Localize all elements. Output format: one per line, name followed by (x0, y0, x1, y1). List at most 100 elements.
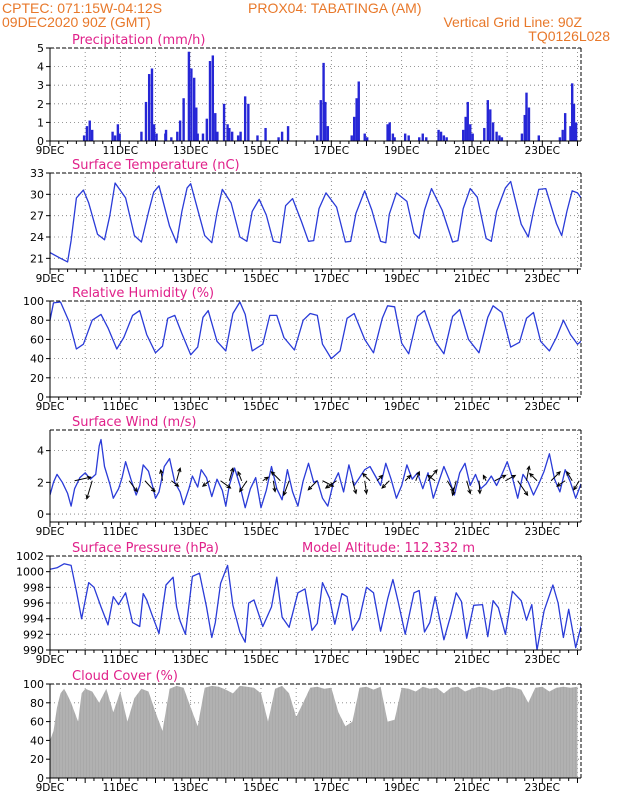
precip-bar (192, 77, 196, 141)
x-tick-label: 11DEC (103, 401, 138, 413)
panel-title: Cloud Cover (%) (72, 669, 178, 684)
wind-vector (86, 480, 93, 499)
x-tick-label: 9DEC (36, 145, 65, 157)
wind-vector-head (477, 489, 482, 495)
wind-vector-head (416, 470, 421, 476)
y-tick-label: 998 (23, 581, 44, 594)
wind-vector (505, 474, 516, 482)
precip-bar (140, 131, 143, 141)
x-tick-label: 19DEC (384, 654, 419, 666)
precip-bar (319, 100, 322, 141)
x-tick-label: 11DEC (103, 782, 138, 794)
wind-vector (550, 471, 561, 482)
precip-bar (226, 124, 229, 141)
precip-bar (491, 122, 495, 141)
y-tick-label: 20 (30, 753, 44, 766)
x-tick-label: 19DEC (384, 401, 419, 413)
wind-vector (283, 480, 290, 496)
y-tick-label: 100 (23, 295, 44, 308)
precip-bar (277, 137, 280, 141)
wind-vector-head (177, 467, 182, 473)
wind-vector (351, 480, 357, 494)
wind-vector (446, 480, 455, 492)
x-tick-label: 19DEC (384, 782, 419, 794)
x-tick-label: 21DEC (454, 145, 489, 157)
precip-bar (88, 120, 91, 141)
x-tick-label: 11DEC (103, 526, 138, 538)
y-tick-label: 4 (37, 61, 44, 74)
wind-vector (220, 480, 231, 489)
precip-bar (170, 137, 173, 141)
x-tick-label: 15DEC (243, 145, 278, 157)
y-tick-label: 27 (30, 210, 44, 223)
x-tick-label: 21DEC (454, 401, 489, 413)
precip-bar (286, 126, 290, 141)
wind-vector-head (264, 476, 270, 481)
wind-vector-head (361, 472, 367, 478)
x-tick-label: 23DEC (525, 782, 560, 794)
precip-bar (230, 131, 234, 141)
y-tick-label: 40 (30, 353, 44, 366)
precip-bar (187, 51, 191, 141)
precip-bar (418, 137, 421, 141)
panel-4: 0 2 4 9DEC 11DEC 13DEC 15DEC 17DEC 19DEC 21DEC 23D… (36, 415, 582, 538)
x-tick-label: 17DEC (314, 401, 349, 413)
series-line (50, 180, 581, 263)
precip-bar (461, 129, 465, 141)
precip-bar (216, 131, 219, 141)
panel-3: 0 20 40 60 80 100 9DEC 11DEC 13DEC 15DEC 17DEC 19DE… (23, 286, 582, 413)
precip-bar (386, 124, 389, 141)
wind-vector (452, 480, 457, 496)
wind-vector (478, 480, 481, 494)
precip-bar (520, 133, 524, 141)
precip-bar (113, 135, 117, 141)
wind-vector (160, 469, 164, 481)
precip-bar (144, 101, 148, 141)
model-id: TQ0126L028 (528, 28, 610, 44)
wind-vector (494, 474, 506, 482)
y-tick-label: 0 (37, 508, 44, 521)
precip-bar (495, 131, 498, 141)
wind-vector (74, 476, 91, 482)
precip-bar (558, 137, 562, 141)
precip-bar (85, 126, 89, 141)
x-tick-label: 19DEC (384, 526, 419, 538)
x-tick-label: 17DEC (314, 654, 349, 666)
x-tick-label: 17DEC (314, 145, 349, 157)
x-tick-label: 17DEC (314, 273, 349, 285)
wind-vector (228, 468, 234, 481)
precip-bar (486, 100, 490, 141)
wind-vector-head (523, 491, 529, 497)
wind-vector-head (566, 470, 571, 476)
wind-vector-head (406, 474, 412, 480)
precip-bar (574, 122, 578, 141)
x-tick-label: 15DEC (243, 782, 278, 794)
y-tick-label: 60 (30, 716, 44, 729)
x-tick-label: 21DEC (454, 782, 489, 794)
x-tick-label: 19DEC (384, 145, 419, 157)
y-tick-label: 4 (37, 445, 44, 458)
precip-bar (256, 135, 259, 141)
precip-bar (500, 137, 504, 141)
x-tick-label: 9DEC (36, 782, 65, 794)
wind-vector-head (324, 484, 330, 489)
wind-vector-head (86, 475, 92, 480)
y-tick-label: 0 (37, 772, 44, 785)
wind-vector (171, 480, 179, 487)
wind-vector-head (307, 485, 313, 491)
precip-bar (176, 131, 179, 141)
x-tick-label: 11DEC (103, 145, 138, 157)
panel-plot (50, 430, 581, 522)
y-tick-label: 30 (30, 188, 44, 201)
precip-bar (326, 126, 330, 141)
precip-bar (264, 127, 267, 141)
y-tick-label: 1000 (16, 566, 44, 579)
y-tick-label: 994 (23, 613, 44, 626)
wind-vector-head (150, 487, 156, 493)
precip-bar (82, 135, 86, 141)
y-tick-label: 40 (30, 734, 44, 747)
wind-vector-head (133, 487, 138, 493)
precip-bar (407, 135, 410, 141)
wind-vector-head (270, 470, 276, 476)
x-tick-label: 21DEC (454, 526, 489, 538)
